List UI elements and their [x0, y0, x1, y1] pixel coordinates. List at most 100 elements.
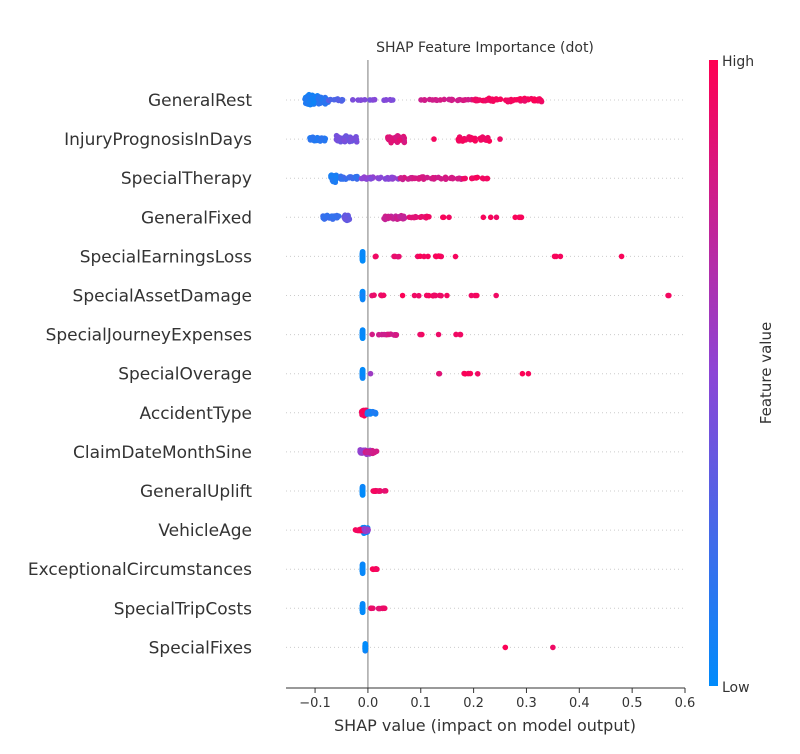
shap-point: [557, 253, 564, 260]
shap-point: [328, 172, 334, 179]
shap-point: [359, 488, 366, 494]
shap-point: [551, 253, 558, 260]
shap-point: [416, 176, 422, 182]
shap-point: [399, 214, 406, 220]
shap-point: [367, 370, 374, 377]
shap-point: [449, 175, 456, 181]
shap-point: [479, 175, 486, 181]
shap-point: [396, 137, 403, 143]
shap-point: [457, 331, 464, 338]
shap-point: [370, 409, 377, 415]
x-tick-label: 0.1: [410, 696, 431, 711]
feature-label: GeneralUplift: [140, 482, 252, 502]
shap-point: [353, 527, 360, 534]
shap-point: [411, 292, 418, 299]
x-tick-label: 0.5: [622, 696, 643, 711]
shap-point: [395, 253, 401, 260]
shap-point: [452, 253, 459, 260]
shap-point: [364, 449, 371, 456]
colorbar-gradient: [709, 60, 718, 686]
shap-point: [334, 212, 340, 219]
shap-point: [497, 96, 504, 103]
shap-point: [315, 101, 322, 107]
shap-point: [359, 333, 366, 340]
shap-point: [415, 292, 422, 299]
x-tick-label: 0.3: [516, 696, 537, 711]
shap-point: [467, 370, 474, 377]
shap-point: [376, 488, 382, 494]
shap-point: [482, 97, 489, 104]
shap-point: [440, 214, 446, 221]
shap-point: [488, 97, 494, 104]
shap-point: [359, 484, 366, 490]
shap-point: [444, 292, 450, 299]
feature-label: GeneralRest: [148, 91, 252, 111]
shap-point: [468, 292, 475, 299]
shap-point: [341, 137, 348, 144]
shap-point: [375, 331, 382, 338]
shap-point: [618, 253, 625, 260]
shap-point: [493, 214, 500, 221]
shap-point: [318, 135, 325, 141]
shap-point: [474, 370, 481, 377]
shap-point: [458, 136, 465, 143]
shap-point: [368, 605, 374, 612]
shap-point: [339, 97, 346, 103]
shap-points: [302, 91, 672, 654]
shap-point: [519, 370, 526, 377]
shap-point: [517, 96, 524, 102]
shap-point: [338, 176, 344, 182]
shap-point: [359, 562, 366, 569]
feature-label: SpecialFixes: [149, 638, 253, 658]
shap-point: [430, 175, 436, 182]
x-axis-label: SHAP value (impact on model output): [334, 716, 636, 735]
feature-label: InjuryPrognosisInDays: [64, 130, 252, 150]
shap-point: [388, 174, 395, 181]
shap-point: [550, 644, 556, 651]
shap-point: [473, 175, 480, 181]
shap-point: [435, 253, 442, 259]
shap-point: [359, 329, 366, 336]
shap-point: [362, 645, 369, 651]
feature-label: ClaimDateMonthSine: [73, 443, 252, 463]
shap-point: [411, 214, 418, 221]
feature-label: AccidentType: [140, 404, 252, 424]
shap-point: [497, 136, 503, 142]
shap-point: [421, 253, 427, 260]
shap-point: [386, 134, 393, 141]
shap-point: [509, 97, 516, 104]
shap-point: [417, 331, 423, 338]
shap-point: [316, 94, 322, 100]
shap-point: [335, 97, 342, 104]
shap-point: [460, 97, 467, 104]
feature-label: SpecialAssetDamage: [73, 287, 252, 307]
shap-point: [438, 176, 445, 182]
shap-point: [468, 134, 474, 141]
feature-label: SpecialJourneyExpenses: [46, 326, 253, 346]
shap-point: [369, 331, 375, 338]
feature-label: GeneralFixed: [141, 208, 252, 228]
shap-point: [380, 605, 387, 612]
shap-point: [359, 258, 366, 264]
shap-point: [431, 136, 437, 142]
shap-point: [355, 97, 361, 103]
shap-point: [424, 213, 431, 220]
shap-point: [493, 292, 499, 299]
shap-point: [418, 213, 425, 220]
shap-point: [381, 331, 387, 338]
feature-label: SpecialEarningsLoss: [80, 247, 252, 267]
shap-point: [372, 253, 379, 260]
shap-point: [484, 175, 491, 182]
shap-point: [398, 174, 404, 181]
shap-point: [492, 96, 499, 103]
shap-point: [505, 98, 512, 104]
shap-point: [364, 409, 371, 416]
shap-point: [353, 174, 360, 181]
shap-point: [393, 332, 399, 338]
shap-point: [346, 174, 353, 180]
shap-point: [359, 370, 366, 377]
x-tick-label: 0.4: [569, 696, 590, 711]
colorbar-low-label: Low: [722, 680, 750, 696]
shap-point: [302, 96, 308, 102]
